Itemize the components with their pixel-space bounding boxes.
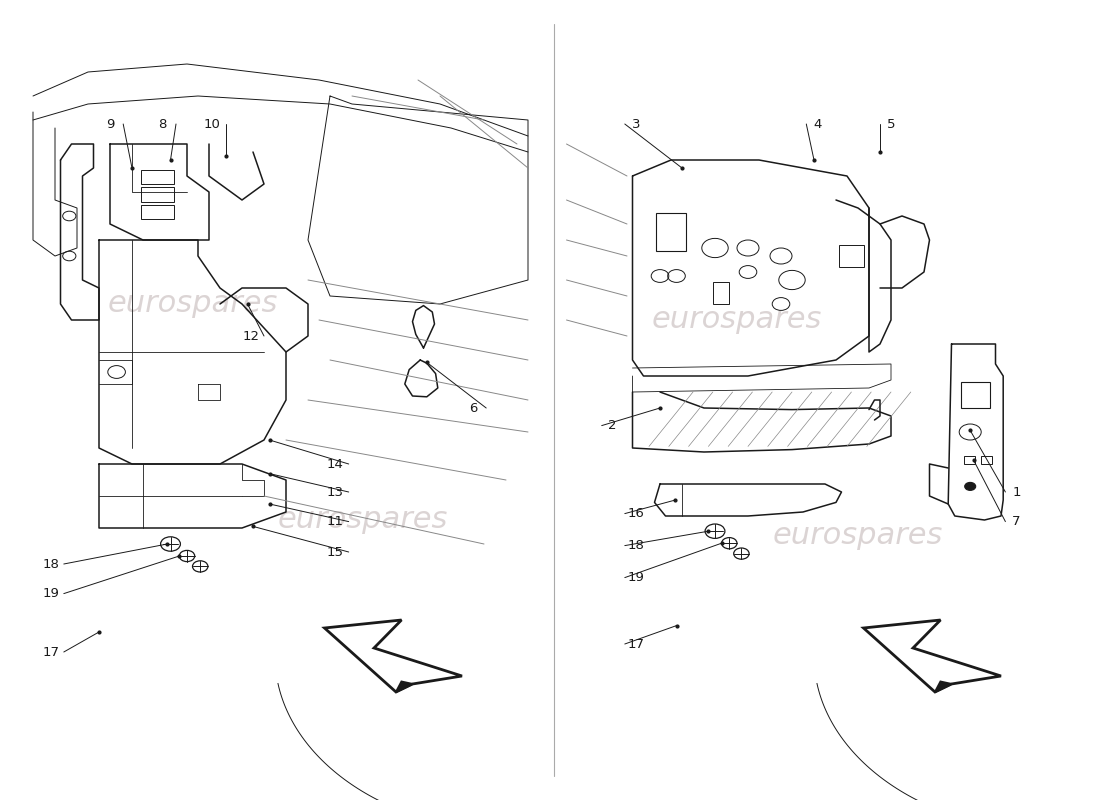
Text: 17: 17	[42, 646, 59, 658]
Bar	[141, 205, 174, 219]
Text: 19: 19	[627, 571, 645, 584]
Text: 11: 11	[327, 515, 344, 528]
Text: 9: 9	[106, 118, 114, 130]
Text: eurospares: eurospares	[652, 306, 822, 334]
Bar	[839, 245, 864, 267]
Text: 18: 18	[627, 539, 645, 552]
Circle shape	[965, 482, 976, 490]
Text: 8: 8	[158, 118, 167, 130]
Text: eurospares: eurospares	[278, 506, 448, 534]
Text: 10: 10	[204, 118, 221, 130]
Polygon shape	[324, 620, 462, 692]
Bar	[141, 187, 174, 202]
Text: 6: 6	[469, 402, 477, 414]
Text: 14: 14	[327, 458, 344, 470]
Text: eurospares: eurospares	[108, 290, 277, 318]
Bar	[964, 456, 975, 464]
Text: 18: 18	[42, 558, 59, 570]
Text: 5: 5	[887, 118, 895, 130]
Bar	[656, 213, 686, 251]
Bar	[961, 382, 990, 408]
Polygon shape	[935, 682, 952, 692]
Text: eurospares: eurospares	[773, 522, 943, 550]
Text: 1: 1	[1012, 486, 1021, 498]
Polygon shape	[396, 682, 412, 692]
Bar	[981, 456, 992, 464]
Text: 17: 17	[627, 638, 645, 650]
Text: 13: 13	[327, 486, 344, 498]
Text: 15: 15	[327, 546, 344, 558]
Text: 2: 2	[608, 419, 617, 432]
Polygon shape	[864, 620, 1001, 692]
Bar	[713, 282, 729, 304]
Bar	[141, 170, 174, 184]
Text: 19: 19	[42, 587, 59, 600]
Text: 12: 12	[242, 330, 260, 342]
Text: 4: 4	[813, 118, 822, 130]
Text: 16: 16	[627, 507, 645, 520]
Text: 7: 7	[1012, 515, 1021, 528]
Text: 3: 3	[631, 118, 640, 130]
